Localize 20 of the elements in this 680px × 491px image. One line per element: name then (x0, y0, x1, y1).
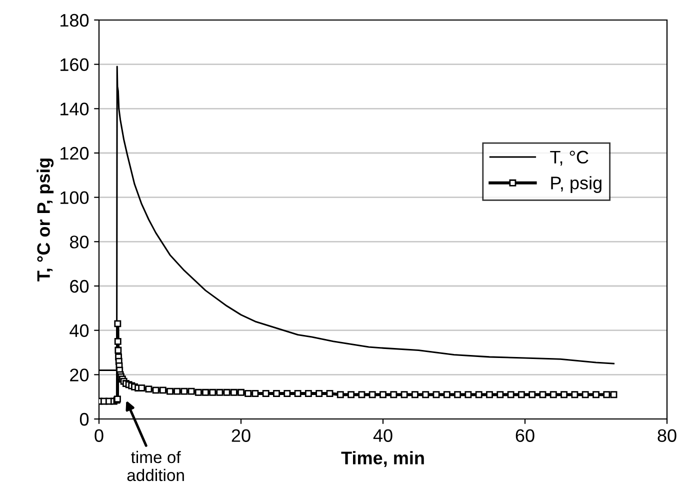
y-tick-label: 180 (60, 14, 89, 27)
legend-label: P, psig (551, 176, 602, 193)
text: time of addition (127, 450, 184, 482)
y-axis-title: T, °C or P, psig (36, 158, 54, 282)
x-tick-label: 60 (516, 429, 534, 442)
y-tick-label: 80 (70, 236, 89, 248)
y-tick-label: 120 (60, 146, 89, 160)
x-tick-label: 0 (94, 429, 104, 442)
x-axis-title: Time, min (341, 451, 424, 467)
y-tick-label: 60 (70, 280, 89, 293)
y-tick-label: 140 (60, 102, 89, 116)
legend-label: T, °C (550, 150, 588, 166)
y-tick-label: 160 (60, 58, 89, 72)
y-tick-label: 20 (70, 368, 89, 382)
x-tick-label: 40 (373, 429, 392, 442)
y-tick-label: 40 (70, 324, 89, 338)
y-tick-label: 0 (80, 412, 89, 426)
x-tick-label: 20 (232, 429, 250, 442)
y-tick-label: 100 (60, 191, 89, 204)
x-tick-label: 80 (658, 429, 676, 442)
